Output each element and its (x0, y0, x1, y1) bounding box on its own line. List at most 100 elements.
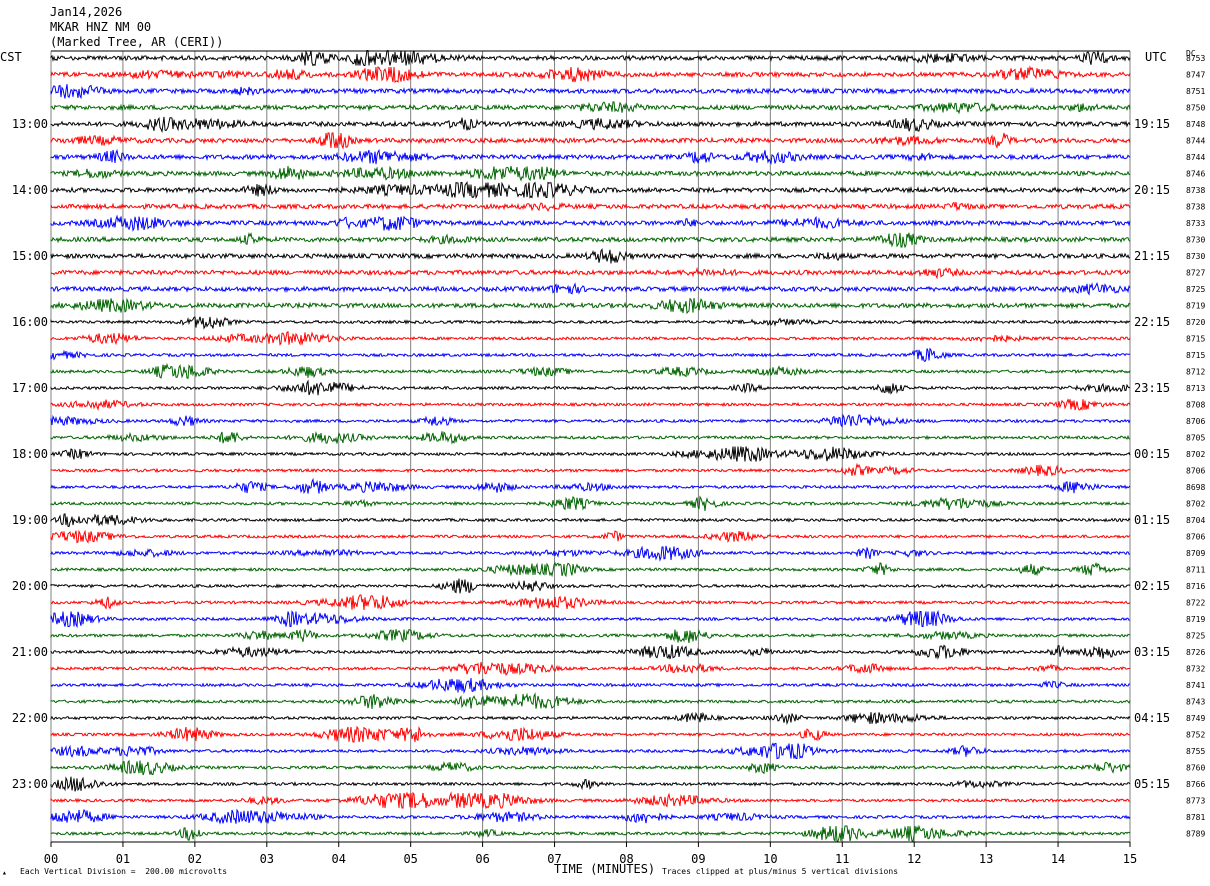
trace-line (50, 725, 1131, 743)
dc-value: 8752 (1186, 731, 1205, 740)
x-tick-label: 07 (547, 852, 561, 866)
clip-note: Traces clipped at plus/minus 5 vertical … (662, 867, 899, 876)
right-hour-label: 01:15 (1134, 513, 1170, 527)
dc-value: 8702 (1186, 450, 1205, 459)
dc-value: 8789 (1186, 830, 1205, 839)
left-hour-label: 13:00 (12, 117, 48, 131)
dc-value: 8738 (1186, 203, 1205, 212)
right-hour-label: 00:15 (1134, 447, 1170, 461)
trace-line (50, 214, 1131, 232)
right-hour-label: 02:15 (1134, 579, 1170, 593)
dc-value: 8698 (1186, 483, 1205, 492)
scale-note: Each Vertical Division = 200.00 microvol… (20, 867, 228, 876)
x-tick-label: 13 (979, 852, 993, 866)
dc-value: 8730 (1186, 236, 1205, 245)
dc-value: 8725 (1186, 285, 1205, 294)
trace-line (50, 84, 1131, 100)
dc-value: 8773 (1186, 797, 1205, 806)
trace-line (50, 759, 1131, 776)
trace-line (50, 594, 1131, 611)
x-tick-label: 00 (44, 852, 58, 866)
dc-value: 8722 (1186, 599, 1205, 608)
trace-lines (50, 49, 1131, 842)
right-hour-label: 04:15 (1134, 711, 1170, 725)
dc-value: 8706 (1186, 467, 1205, 476)
trace-line (50, 824, 1131, 842)
dc-value: 8781 (1186, 813, 1205, 822)
dc-value: 8726 (1186, 648, 1205, 657)
dc-value: 8743 (1186, 698, 1205, 707)
x-tick-label: 05 (403, 852, 417, 866)
dc-value: 8744 (1186, 137, 1205, 146)
trace-line (50, 116, 1131, 134)
right-hour-label: 03:15 (1134, 645, 1170, 659)
trace-line (50, 266, 1131, 280)
right-hour-label: 19:15 (1134, 117, 1170, 131)
x-tick-label: 02 (188, 852, 202, 866)
dc-value: 8709 (1186, 549, 1205, 558)
right-hour-label: 21:15 (1134, 249, 1170, 263)
dc-value: 8708 (1186, 401, 1205, 410)
trace-line (50, 808, 1131, 825)
left-hour-label: 22:00 (12, 711, 48, 725)
dc-value: 8730 (1186, 252, 1205, 261)
trace-line (50, 165, 1131, 182)
trace-line (50, 677, 1131, 694)
right-hour-label: 22:15 (1134, 315, 1170, 329)
trace-line (50, 398, 1131, 412)
x-tick-label: 12 (907, 852, 921, 866)
trace-line (50, 316, 1131, 330)
dc-value: 8755 (1186, 747, 1205, 756)
trace-line (50, 791, 1131, 810)
trace-line (50, 247, 1131, 264)
dc-value: 8702 (1186, 500, 1205, 509)
x-tick-label: 09 (691, 852, 705, 866)
right-hour-label: 05:15 (1134, 777, 1170, 791)
x-tick-label: 14 (1051, 852, 1065, 866)
axis-labels: 00 01 02 03 04 05 06 07 08 09 10 11 12 13 14 15 8753 8747… (12, 54, 1206, 866)
x-tick-label: 08 (619, 852, 633, 866)
dc-value: 8749 (1186, 714, 1205, 723)
trace-line (50, 529, 1131, 544)
left-hour-label: 23:00 (12, 777, 48, 791)
trace-line (50, 347, 1131, 363)
left-hour-label: 15:00 (12, 249, 48, 263)
trace-line (50, 661, 1131, 676)
dc-value: 8746 (1186, 170, 1205, 179)
left-timezone-label: CST (0, 50, 22, 64)
trace-line (50, 578, 1131, 594)
x-tick-label: 06 (475, 852, 489, 866)
dc-value: 8719 (1186, 302, 1205, 311)
trace-line (50, 49, 1131, 67)
trace-line (50, 545, 1130, 562)
dc-value: 8741 (1186, 681, 1205, 690)
x-tick-label: 01 (116, 852, 130, 866)
dc-value: 8744 (1186, 153, 1205, 162)
trace-line (50, 431, 1131, 445)
trace-line (50, 282, 1131, 296)
dc-value: 8715 (1186, 351, 1205, 360)
trace-line (50, 232, 1131, 249)
dc-value: 8719 (1186, 615, 1205, 624)
trace-line (50, 609, 1131, 629)
x-tick-label: 11 (835, 852, 849, 866)
trace-line (50, 446, 1131, 462)
x-tick-label: 03 (260, 852, 274, 866)
trace-line (50, 561, 1131, 578)
dc-column-label: DC (1186, 49, 1196, 58)
trace-line (50, 776, 1131, 792)
dc-value: 8715 (1186, 335, 1205, 344)
dc-value: 8738 (1186, 186, 1205, 195)
left-hour-label: 19:00 (12, 513, 48, 527)
trace-line (50, 413, 1131, 428)
x-tick-label: 10 (763, 852, 777, 866)
dc-value: 8704 (1186, 516, 1205, 525)
trace-line (50, 148, 1131, 166)
left-hour-label: 18:00 (12, 447, 48, 461)
x-tick-label: 15 (1123, 852, 1137, 866)
trace-line (50, 132, 1131, 150)
left-hour-label: 17:00 (12, 381, 48, 395)
trace-line (50, 201, 1131, 212)
right-hour-label: 23:15 (1134, 381, 1170, 395)
